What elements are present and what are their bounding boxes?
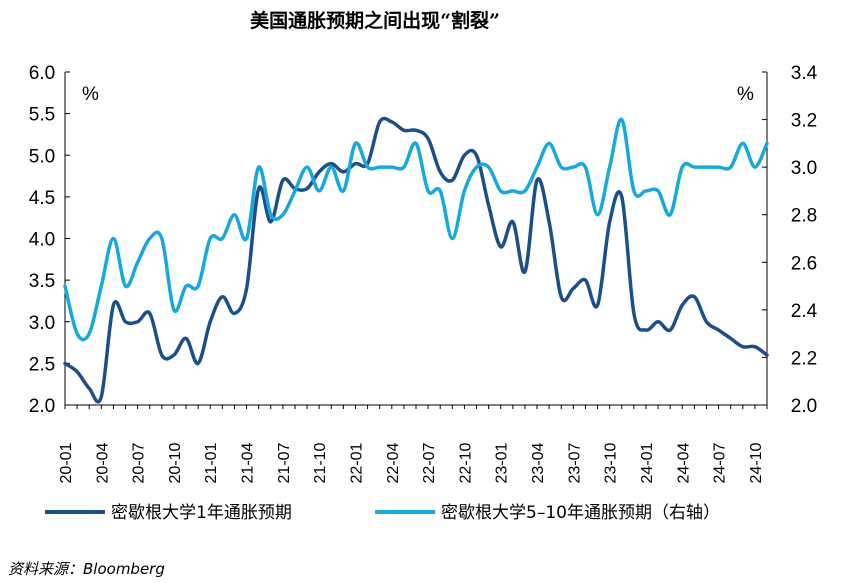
- left-y-tick-label: 5.0: [29, 146, 55, 167]
- x-tick-label: 24-04: [675, 442, 692, 483]
- x-tick-label: 20-01: [58, 442, 75, 483]
- right-y-tick-label: 3.2: [791, 111, 817, 132]
- left-y-tick-label: 2.0: [29, 396, 55, 417]
- x-tick-label: 20-10: [167, 442, 184, 483]
- x-tick-label: 24-10: [748, 442, 765, 483]
- x-tick-label: 23-10: [603, 442, 620, 483]
- left-y-tick-label: 5.5: [29, 105, 55, 126]
- x-tick-label: 21-07: [276, 442, 293, 483]
- left-y-tick-label: 4.0: [29, 230, 55, 251]
- x-tick-label: 20-07: [131, 442, 148, 483]
- series-line-5-10yr: [63, 117, 769, 342]
- right-y-tick-label: 2.8: [791, 206, 817, 227]
- right-axis-unit: %: [737, 84, 754, 105]
- source-note: 资料来源：Bloomberg: [8, 560, 165, 578]
- x-tick-label: 24-01: [639, 442, 656, 483]
- right-y-tick-label: 3.0: [791, 158, 817, 179]
- x-tick-label: 21-04: [240, 442, 257, 483]
- x-tick-label: 24-07: [712, 442, 729, 483]
- right-y-tick-label: 2.4: [791, 301, 818, 322]
- x-tick-label: 21-10: [312, 442, 329, 483]
- left-y-tick-label: 4.5: [29, 188, 55, 209]
- legend: 密歇根大学1年通胀预期 密歇根大学5–10年通胀预期（右轴）: [45, 503, 720, 523]
- x-tick-label: 20-04: [94, 442, 111, 483]
- x-tick-label: 23-01: [494, 442, 511, 483]
- axes-group: 2.0 2.5 3.0 3.5 4.0 4.5 5.0 5.5 6.0 2.0 2.2 2.4 2.6 2…: [29, 63, 818, 483]
- right-y-tick-label: 2.0: [791, 396, 817, 417]
- x-tick-label: 22-01: [348, 442, 365, 483]
- left-y-tick-label: 2.5: [29, 354, 55, 375]
- left-y-tick-label: 3.0: [29, 313, 55, 334]
- right-y-tick-label: 3.4: [791, 63, 818, 84]
- x-tick-label: 22-04: [385, 442, 402, 483]
- x-tick-label: 21-01: [203, 442, 220, 483]
- x-tick-label: 23-04: [530, 442, 547, 483]
- chart-title: 美国通胀预期之间出现“割裂”: [250, 9, 500, 32]
- x-tick-label: 22-10: [457, 442, 474, 483]
- left-y-tick-label: 3.5: [29, 271, 55, 292]
- series-line-1yr: [63, 116, 769, 404]
- legend-label-1yr: 密歇根大学1年通胀预期: [111, 503, 292, 523]
- x-tick-label: 22-07: [421, 442, 438, 483]
- series-group: [63, 116, 769, 404]
- x-tick-label: 23-07: [566, 442, 583, 483]
- left-axis-unit: %: [82, 84, 99, 105]
- legend-label-5-10yr: 密歇根大学5–10年通胀预期（右轴）: [441, 503, 720, 523]
- right-y-tick-label: 2.2: [791, 348, 817, 369]
- right-y-tick-label: 2.6: [791, 253, 817, 274]
- left-y-tick-label: 6.0: [29, 63, 55, 84]
